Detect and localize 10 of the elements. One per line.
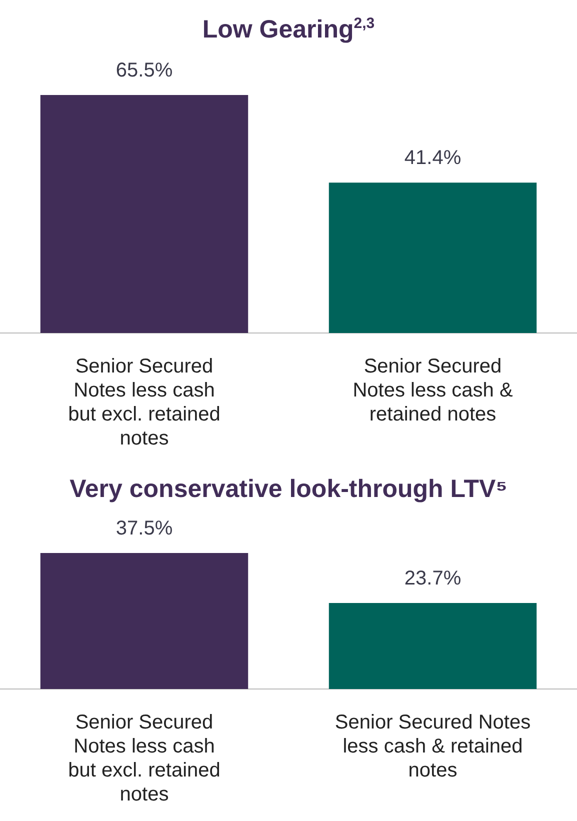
chart-title: Very conservative look-through LTV⁵: [68, 474, 508, 505]
x-tick-label: Senior Secured Notes less cash & retained notes: [334, 712, 531, 782]
x-tick-label: Senior Secured Notes less cash but excl. retained notes: [68, 356, 220, 450]
data-label: 37.5%: [116, 518, 173, 540]
data-label: 65.5%: [116, 60, 173, 82]
data-label: 23.7%: [404, 568, 462, 590]
chart-title: Low Gearing$^{2,3}$: [201, 14, 376, 45]
x-tick-label: Senior Secured Notes less cash & retained notes: [352, 356, 514, 426]
x-tick-label: Senior Secured Notes less cash but excl. retained notes: [68, 712, 220, 806]
data-label: 41.4%: [404, 147, 462, 170]
